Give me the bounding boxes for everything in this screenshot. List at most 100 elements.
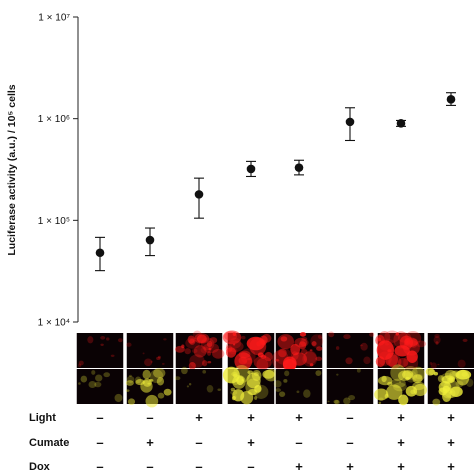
yellow-channel-panel <box>273 369 323 404</box>
fluorescence-spot <box>222 366 240 384</box>
fluorescence-spot <box>253 371 259 376</box>
fluorescence-spot <box>175 345 185 353</box>
fluorescence-spot <box>375 356 386 367</box>
fluorescence-spot <box>200 346 212 354</box>
fluorescence-spot <box>156 377 165 386</box>
fluorescence-spot <box>202 360 208 367</box>
fluorescence-spot <box>311 341 317 347</box>
y-tick-label: 1 × 10⁵ <box>38 216 70 227</box>
fluorescence-spot <box>225 347 237 358</box>
fluorescence-spot <box>78 363 82 368</box>
red-channel-panel <box>76 333 124 368</box>
fluorescence-spot <box>385 343 390 346</box>
fluorescence-spot <box>442 385 451 392</box>
fluorescence-spot <box>192 330 202 340</box>
fluorescence-spot <box>140 380 153 393</box>
fluorescence-spot <box>309 363 314 367</box>
fluorescence-spot <box>335 346 340 350</box>
condition-sign: + <box>447 410 455 425</box>
fluorescence-spot <box>110 354 115 357</box>
fluorescence-spot <box>411 366 426 382</box>
fluorescence-spot <box>399 381 402 384</box>
fluorescence-spot <box>385 384 403 400</box>
y-axis-label: Luciferase activity (a.u.) / 10⁵ cells <box>6 84 18 255</box>
condition-sign: + <box>247 410 255 425</box>
fluorescence-spot <box>345 357 353 365</box>
fluorescence-spot <box>207 351 212 356</box>
fluorescence-spot <box>369 332 375 337</box>
fluorescence-spot <box>430 362 437 370</box>
fluorescence-spot <box>275 388 281 393</box>
fluorescence-spot <box>185 337 201 349</box>
fluorescence-spot <box>232 394 237 400</box>
red-channel-panel-background <box>326 333 374 368</box>
fluorescence-spot <box>406 350 418 363</box>
red-channel-panel-background <box>76 333 124 368</box>
fluorescence-spot <box>209 337 218 344</box>
data-point <box>194 190 204 199</box>
red-channel-panel <box>272 332 324 371</box>
fluorescence-spot <box>298 341 307 350</box>
fluorescence-spot <box>196 334 207 344</box>
fluorescence-spot <box>106 337 110 341</box>
fluorescence-spot <box>343 397 351 405</box>
condition-sign: – <box>146 410 153 425</box>
fluorescence-spot <box>247 389 258 396</box>
red-channel-panel <box>375 330 427 372</box>
fluorescence-spot <box>229 337 242 349</box>
data-point <box>345 117 355 127</box>
condition-sign: + <box>397 410 405 425</box>
fluorescence-spot <box>254 396 258 400</box>
fluorescence-spot <box>251 369 262 381</box>
data-point <box>246 164 256 174</box>
fluorescence-spot <box>256 341 262 347</box>
fluorescence-spot <box>300 348 308 355</box>
fluorescence-spot <box>231 371 238 377</box>
fluorescence-spot <box>360 342 368 351</box>
yellow-channel-panel-background <box>275 369 323 404</box>
fluorescence-spot <box>262 369 275 379</box>
fluorescence-spot <box>433 336 441 344</box>
fluorescence-spot <box>393 382 407 392</box>
fluorescence-spot <box>387 381 393 386</box>
fluorescence-spot <box>412 374 423 384</box>
fluorescence-spot <box>317 334 323 339</box>
microscopy-panels <box>76 330 474 408</box>
y-tick-label: 1 × 10⁷ <box>38 13 70 24</box>
fluorescence-spot <box>273 380 282 388</box>
fluorescence-spot <box>316 346 323 351</box>
yellow-channel-panel <box>374 364 428 406</box>
fluorescence-spot <box>128 374 132 378</box>
fluorescence-spot <box>302 351 318 367</box>
fluorescence-spot <box>432 398 441 406</box>
fluorescence-spot <box>149 379 154 382</box>
fluorescence-spot <box>91 370 96 375</box>
fluorescence-spot <box>207 361 212 364</box>
fluorescence-spot <box>174 376 181 381</box>
condition-sign: – <box>96 435 103 450</box>
data-point <box>145 235 155 245</box>
fluorescence-spot <box>279 391 286 397</box>
yellow-channel-panel <box>174 366 223 404</box>
fluorescence-spot <box>233 364 251 384</box>
fluorescence-spot <box>433 371 439 376</box>
fluorescence-spot <box>283 379 288 383</box>
fluorescence-spot <box>80 375 88 383</box>
fluorescence-spot <box>206 341 213 348</box>
fluorescence-spot <box>315 370 322 376</box>
fluorescence-spot <box>234 352 253 371</box>
fluorescence-spot <box>457 359 466 368</box>
condition-sign: + <box>195 410 203 425</box>
fluorescence-spot <box>126 375 135 383</box>
red-channel-panel <box>126 333 174 368</box>
fluorescence-spot <box>153 367 166 379</box>
fluorescence-spot <box>88 381 97 389</box>
condition-sign: + <box>346 459 354 474</box>
fluorescence-spot <box>456 369 470 386</box>
fluorescence-spot <box>247 370 254 375</box>
red-channel-panel <box>326 331 375 368</box>
fluorescence-spot <box>257 352 264 358</box>
fluorescence-spot <box>212 348 225 359</box>
y-tick-label: 1 × 10⁶ <box>38 114 70 125</box>
